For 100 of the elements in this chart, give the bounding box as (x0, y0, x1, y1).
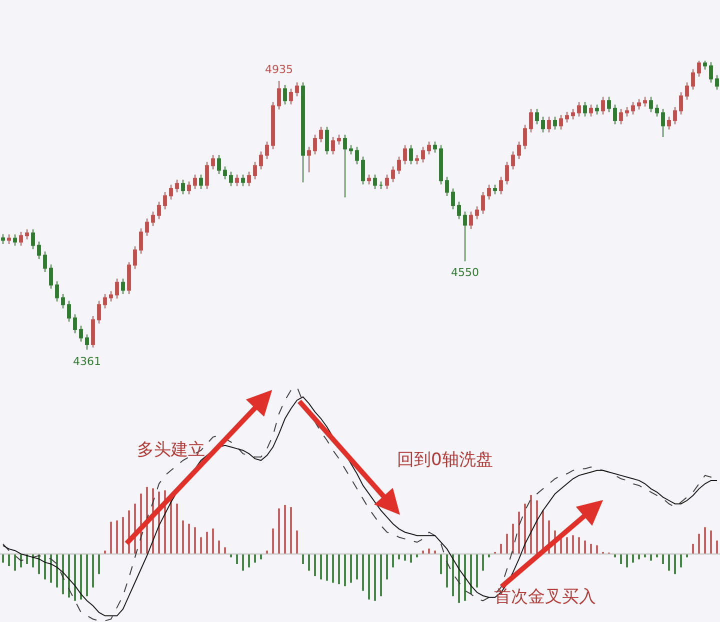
candlestick (619, 108, 623, 125)
annotation: 4361 (73, 355, 101, 368)
candlestick (595, 104, 599, 115)
candlestick (175, 179, 179, 193)
annotation: 4550 (451, 266, 479, 279)
candlestick (139, 228, 143, 254)
candlestick (421, 146, 425, 163)
candlestick (343, 134, 347, 198)
candlestick (283, 84, 287, 105)
candlestick (613, 104, 617, 125)
candlestick (127, 262, 131, 294)
candlestick (427, 141, 431, 155)
candlestick (469, 211, 473, 230)
candlestick (451, 188, 455, 210)
candlestick (439, 144, 443, 185)
candlestick (25, 228, 29, 240)
candlestick (397, 156, 401, 175)
candlestick (271, 102, 275, 150)
candlestick (61, 293, 65, 309)
candlestick (367, 174, 371, 185)
candlestick (115, 278, 119, 300)
candlestick (259, 150, 263, 170)
candlestick (55, 280, 59, 302)
candlestick (1, 234, 5, 244)
candlestick (145, 218, 149, 236)
candlestick (505, 161, 509, 185)
candlestick (301, 82, 305, 183)
candlestick (403, 144, 407, 165)
candlestick (487, 184, 491, 200)
candlestick (229, 171, 233, 187)
candlestick (481, 191, 485, 214)
candlestick (571, 108, 575, 120)
candlestick (289, 88, 293, 105)
candlestick (691, 68, 695, 90)
candlestick (535, 108, 539, 125)
candlestick (625, 106, 629, 117)
candlestick (631, 102, 635, 115)
candlestick (361, 156, 365, 185)
candlestick (667, 116, 671, 130)
candlestick (187, 181, 191, 195)
candlestick (601, 96, 605, 115)
candlestick (673, 106, 677, 125)
candlestick (163, 191, 167, 210)
candlestick (445, 176, 449, 196)
candlestick (589, 104, 593, 117)
candlestick (247, 171, 251, 187)
candlestick (319, 126, 323, 143)
candlestick (709, 62, 713, 84)
candlestick (31, 228, 35, 250)
annotation: 多头建立 (137, 440, 205, 460)
candlestick (499, 176, 503, 195)
candlestick (385, 174, 389, 190)
candlestick (325, 126, 329, 155)
candlestick (337, 134, 341, 146)
candlestick (241, 174, 245, 187)
candlestick (91, 315, 95, 348)
candlestick (703, 60, 707, 70)
candlestick (637, 98, 641, 110)
candlestick (13, 234, 17, 246)
candlestick (697, 60, 701, 78)
candlestick (85, 334, 89, 350)
candlestick (43, 250, 47, 273)
candlestick (181, 179, 185, 195)
candlestick (205, 161, 209, 190)
candlestick (169, 184, 173, 200)
candlestick (373, 174, 377, 190)
candlestick (553, 116, 557, 130)
candlestick (607, 96, 611, 113)
candlestick (193, 174, 197, 190)
candlestick (541, 116, 545, 133)
candlestick (433, 141, 437, 154)
candlestick (349, 144, 353, 155)
candlestick (583, 102, 587, 117)
candlestick (307, 146, 311, 173)
candlestick (67, 300, 71, 322)
candlestick (73, 314, 77, 334)
candlestick (379, 181, 383, 190)
candlestick (565, 111, 569, 124)
candlestick (223, 166, 227, 180)
annotation: 回到0轴洗盘 (397, 450, 493, 470)
candlestick (19, 231, 23, 246)
candlestick (547, 116, 551, 133)
candlestick (415, 154, 419, 165)
candlestick (523, 124, 527, 150)
candlestick (685, 82, 689, 100)
candlestick (475, 206, 479, 220)
candlestick (295, 82, 299, 97)
candlestick (313, 134, 317, 155)
candlestick (493, 184, 497, 195)
candlestick (277, 80, 281, 110)
candlestick (661, 108, 665, 138)
candlestick (649, 96, 653, 113)
candlestick (217, 154, 221, 175)
candlestick (715, 74, 719, 90)
candlestick (121, 278, 125, 294)
candlestick (529, 108, 533, 133)
candlestick (655, 104, 659, 117)
candlestick (679, 92, 683, 115)
candlestick (199, 174, 203, 190)
candlestick (133, 246, 137, 270)
